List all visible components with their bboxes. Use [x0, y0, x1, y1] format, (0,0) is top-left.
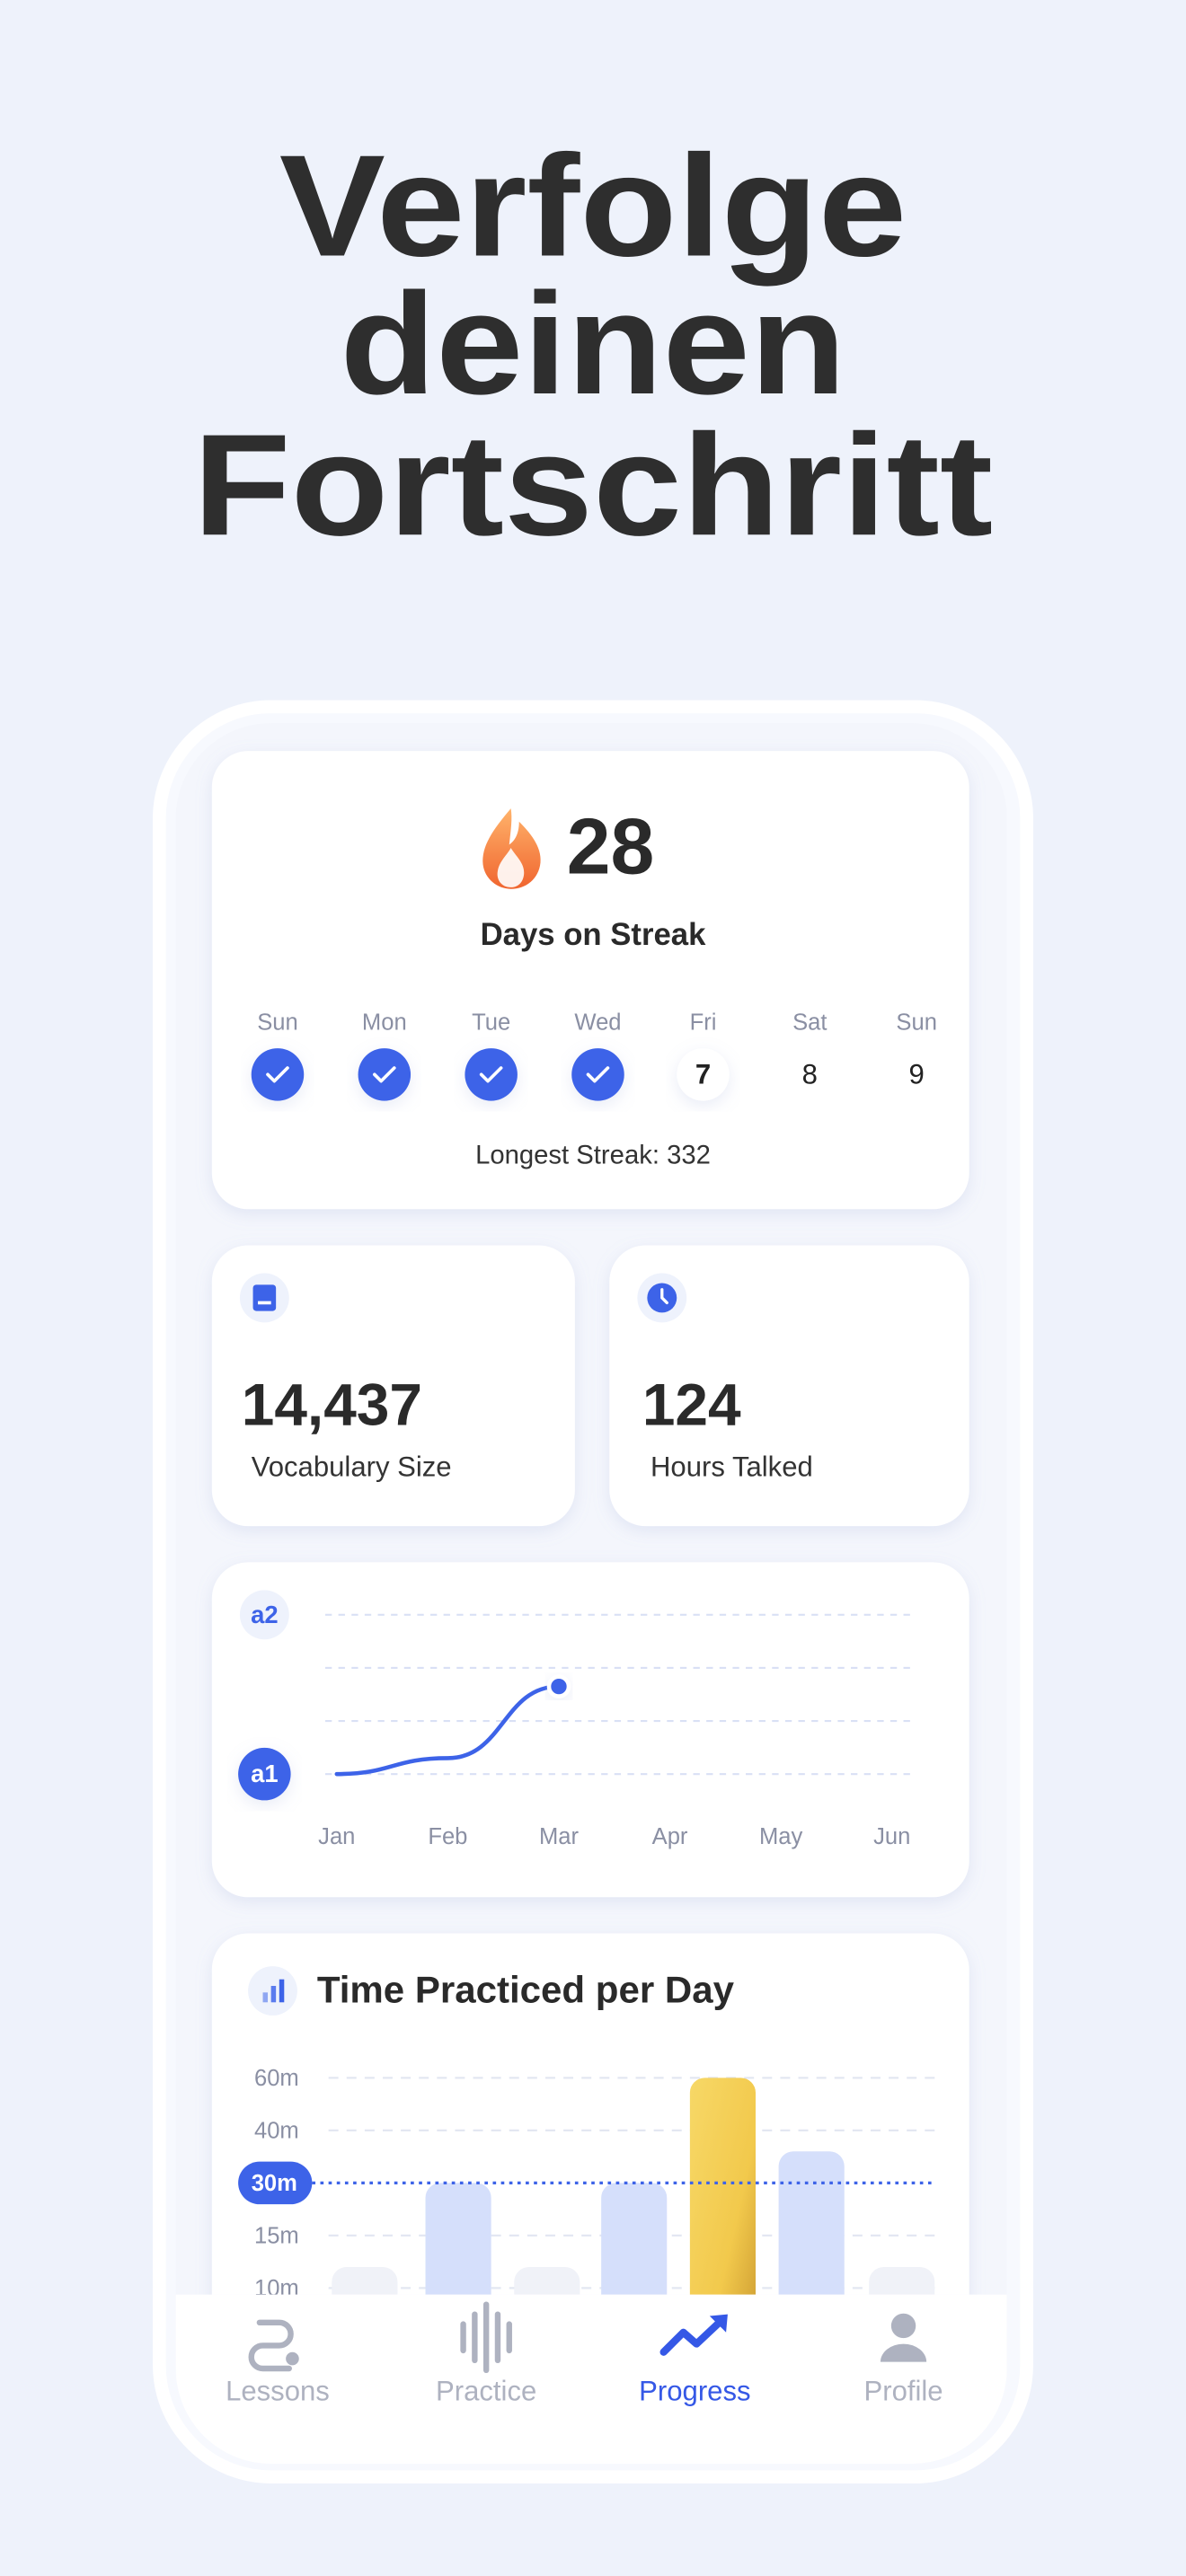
tab-label: Practice — [436, 2376, 536, 2407]
level-card — [211, 1562, 969, 1898]
day-checked — [358, 1048, 412, 1101]
day-name: Fri — [690, 1010, 717, 1035]
bar — [778, 2151, 845, 2295]
headline-line: Verfolge — [279, 125, 907, 287]
hours-card — [609, 1245, 969, 1527]
bar — [425, 2183, 491, 2295]
check-icon — [586, 1066, 610, 1083]
check-icon — [479, 1066, 503, 1083]
bar-highlight — [689, 2078, 756, 2295]
progress-icon — [659, 2316, 727, 2356]
y-tick-label: a2 — [251, 1601, 278, 1628]
y-tick-label: 15m — [254, 2223, 299, 2248]
day-name: Tue — [472, 1010, 510, 1035]
book-icon-line — [258, 1301, 271, 1305]
bar — [332, 2267, 398, 2295]
longest-streak: Longest Streak: 332 — [475, 1141, 711, 1169]
longest-value: 332 — [667, 1141, 711, 1169]
x-tick-label: Jun — [873, 1824, 910, 1849]
y-tick-label: 10m — [254, 2276, 299, 2301]
x-tick-label: Mar — [539, 1824, 580, 1849]
headline-line: deinen — [340, 263, 845, 425]
tab-bar — [175, 2294, 1007, 2465]
lessons-icon — [248, 2319, 294, 2372]
bar — [601, 2183, 668, 2295]
chart-icon — [270, 1986, 277, 2003]
x-tick-label: Jan — [318, 1824, 355, 1849]
x-tick-label: May — [759, 1824, 803, 1849]
x-tick-label: Feb — [428, 1824, 467, 1849]
level-point — [546, 1674, 571, 1698]
day-date: 8 — [802, 1058, 818, 1090]
day-date: 7 — [695, 1058, 711, 1090]
y-tick-highlight — [238, 2161, 313, 2205]
profile-icon-body — [880, 2343, 927, 2362]
time-chart: 60m 40m 30m 15m 10m — [238, 2066, 937, 2301]
day-checked — [465, 1048, 518, 1101]
streak-count: 28 — [567, 803, 655, 891]
day-name: Mon — [362, 1010, 407, 1035]
streak-label: Days on Streak — [481, 918, 707, 952]
stat-value: 14,437 — [242, 1372, 422, 1438]
phone-screen: 28 Days on Streak Sun Mon Tue Wed Fri7Sat8Su… — [175, 723, 1007, 2465]
tab-item[interactable]: Progress — [639, 2314, 751, 2407]
day-checked — [571, 1048, 624, 1101]
y-tick-label: 40m — [254, 2118, 299, 2143]
day-name: Sun — [896, 1010, 937, 1035]
chart-icon — [279, 1979, 285, 2003]
day-today — [677, 1048, 730, 1101]
stat-label: Vocabulary Size — [252, 1451, 452, 1482]
stat-label: Hours Talked — [651, 1451, 813, 1482]
longest-label: Longest Streak: — [475, 1141, 659, 1169]
tab-item[interactable]: Practice — [436, 2301, 536, 2407]
bar — [869, 2267, 935, 2295]
y-tick-marker — [239, 1590, 289, 1640]
y-tick-label: a1 — [251, 1760, 278, 1787]
tab-label: Profile — [863, 2376, 943, 2407]
check-icon — [373, 1066, 396, 1083]
time-card — [211, 1933, 969, 2295]
day-name: Sat — [792, 1010, 827, 1035]
level-chart: a1 a2 Jan Feb Mar Apr May Jun — [238, 1590, 917, 1849]
flame-icon — [482, 808, 541, 889]
y-tick-marker — [238, 1747, 291, 1801]
chart-icon — [262, 1992, 269, 2003]
content: 28 Days on Streak Sun Mon Tue Wed Fri7Sat8Su… — [211, 751, 969, 2301]
clock-hands — [660, 1288, 668, 1305]
flame-icon-inner — [497, 848, 525, 887]
headline: Verfolge deinen Fortschritt — [193, 125, 993, 566]
y-tick-label: 30m — [252, 2171, 297, 2196]
tab-label: Progress — [639, 2376, 750, 2407]
day-date: 9 — [909, 1058, 925, 1090]
y-tick-label: 60m — [254, 2066, 299, 2091]
vocab-card — [211, 1245, 575, 1527]
x-tick-label: Apr — [652, 1824, 688, 1849]
profile-icon-head — [890, 2313, 916, 2339]
check-icon — [266, 1066, 289, 1083]
tab-items: Lessons Practice Progress Profile — [226, 2301, 943, 2407]
bar — [514, 2267, 580, 2295]
day-name: Sun — [257, 1010, 298, 1035]
lessons-icon-dot — [286, 2351, 299, 2366]
progress-icon-arrow — [709, 2314, 728, 2333]
day-name: Wed — [574, 1010, 621, 1035]
tab-item[interactable]: Lessons — [226, 2319, 330, 2407]
level-line — [334, 1684, 562, 1777]
book-icon — [252, 1284, 277, 1311]
day-checked — [251, 1048, 305, 1101]
week-days: Sun Mon Tue Wed Fri 7 Sat 8 Sun 9 — [251, 1010, 937, 1101]
stat-value: 124 — [642, 1372, 741, 1438]
tab-label: Lessons — [226, 2376, 330, 2407]
headline-line: Fortschritt — [193, 404, 993, 566]
tab-item[interactable]: Profile — [863, 2313, 943, 2407]
chart-title: Time Practiced per Day — [317, 1968, 735, 2010]
